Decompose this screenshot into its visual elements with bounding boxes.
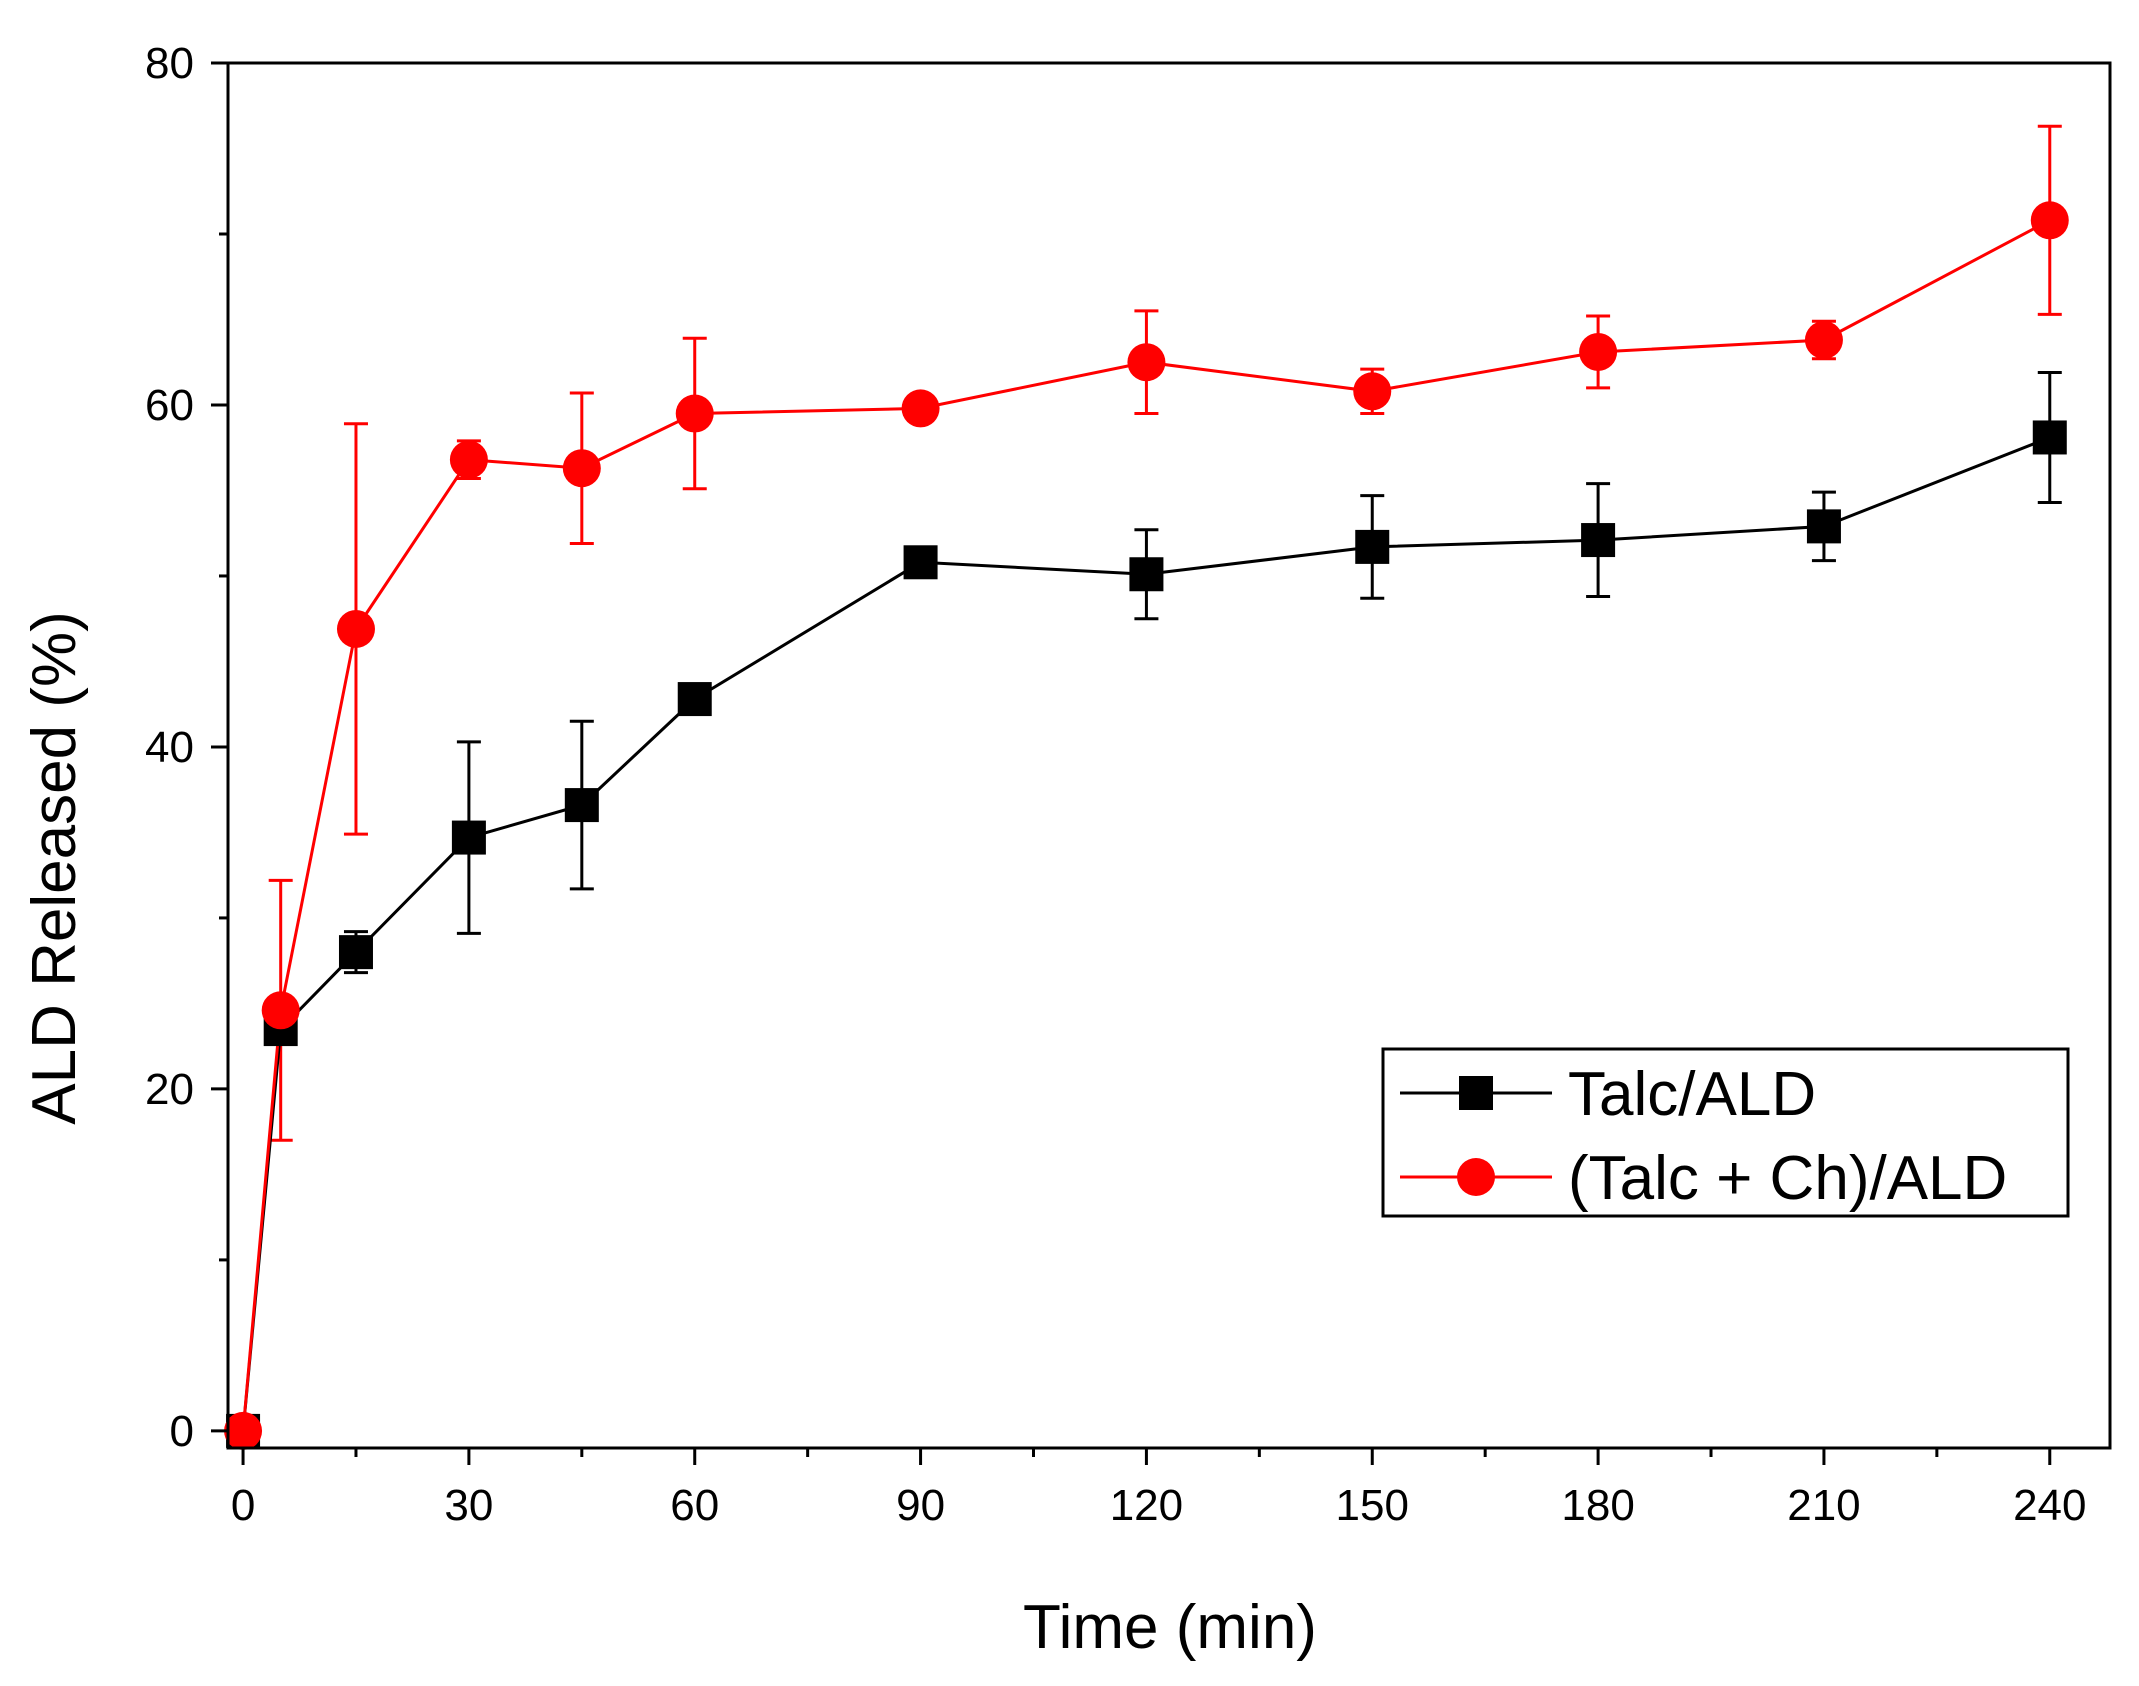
y-tick-label: 40 <box>145 723 194 772</box>
data-point-talc-ch-ald <box>1353 372 1392 411</box>
data-point-talc-ch-ald <box>1804 321 1843 359</box>
data-point-talc-ald <box>677 682 712 717</box>
x-tick-label: 180 <box>1561 1481 1634 1530</box>
legend: Talc/ALD (Talc + Ch)/ALD <box>1381 1047 2070 1218</box>
data-point-talc-ch-ald <box>224 1411 263 1450</box>
legend-box <box>1381 1047 2070 1218</box>
data-point-talc-ald <box>1806 509 1841 544</box>
data-point-talc-ch-ald <box>1127 343 1166 382</box>
x-axis-title: Time (min) <box>1023 1593 1317 1662</box>
y-tick-label: 80 <box>145 39 194 88</box>
data-point-talc-ald <box>903 545 938 580</box>
legend-label-talc-ald: Talc/ALD <box>1568 1060 1816 1129</box>
y-tick-label: 20 <box>145 1065 194 1114</box>
data-point-talc-ald <box>1355 529 1390 564</box>
x-tick-label: 210 <box>1787 1481 1860 1530</box>
data-point-talc-ald <box>564 788 599 823</box>
data-point-talc-ch-ald <box>901 389 940 428</box>
x-tick-label: 90 <box>896 1481 945 1530</box>
y-axis-title: ALD Released (%) <box>20 611 89 1124</box>
data-point-talc-ch-ald <box>449 440 488 479</box>
x-tick-label: 30 <box>444 1481 493 1530</box>
y-tick-label: 0 <box>170 1407 194 1456</box>
data-point-talc-ch-ald <box>336 609 375 648</box>
data-point-talc-ald <box>451 820 486 855</box>
data-point-talc-ch-ald <box>261 991 300 1030</box>
error-bars <box>268 124 2062 1142</box>
data-point-talc-ald <box>1581 523 1616 558</box>
x-tick-label: 240 <box>2013 1481 2086 1530</box>
series-line-talc-ch-ald <box>241 218 2051 1432</box>
legend-marker-talc-ald <box>1459 1076 1493 1110</box>
axes: 0 30 60 90 120 150 180 210 240 0 20 40 60 80 <box>145 39 2112 1530</box>
legend-marker-talc-ch-ald <box>1457 1158 1495 1196</box>
data-point-talc-ald <box>338 935 373 970</box>
data-point-talc-ch-ald <box>1579 332 1618 371</box>
data-point-talc-ald <box>1129 557 1164 592</box>
x-tick-label: 150 <box>1336 1481 1409 1530</box>
series-markers <box>224 201 2069 1450</box>
plot-frame <box>226 61 2112 1450</box>
y-tick-label: 60 <box>145 381 194 430</box>
data-point-talc-ald <box>2032 420 2067 455</box>
x-tick-label: 0 <box>231 1481 255 1530</box>
x-tick-label: 120 <box>1110 1481 1183 1530</box>
x-tick-label: 60 <box>670 1481 719 1530</box>
data-point-talc-ch-ald <box>675 394 714 433</box>
data-point-talc-ch-ald <box>2030 201 2069 240</box>
legend-label-talc-ch-ald: (Talc + Ch)/ALD <box>1568 1144 2007 1213</box>
data-point-talc-ch-ald <box>562 449 601 488</box>
